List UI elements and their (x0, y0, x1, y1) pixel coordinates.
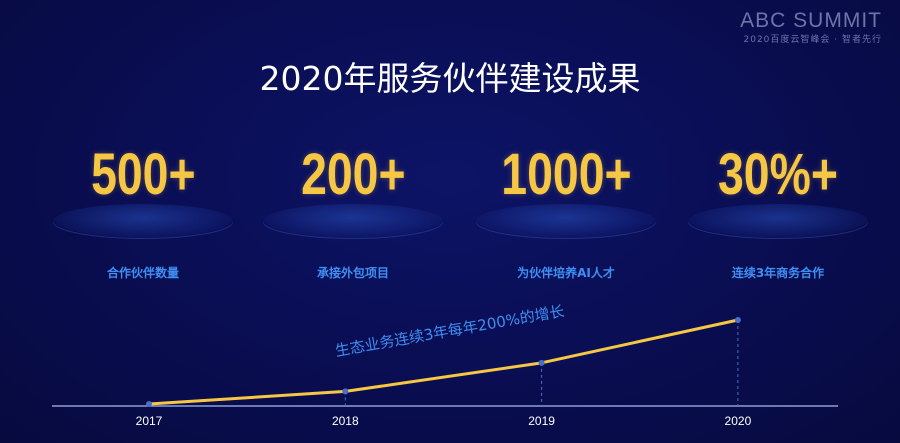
x-tick-label: 2020 (725, 414, 752, 428)
x-tick-label: 2017 (136, 414, 163, 428)
brand-tagline: 2020百度云智峰会 · 智者先行 (743, 35, 882, 45)
stat-label: 承接外包项目 (316, 266, 389, 280)
stat-pedestal (688, 204, 868, 238)
stat-value: 1000+ (500, 142, 632, 207)
x-tick-label: 2018 (332, 414, 359, 428)
series-line (148, 318, 739, 406)
slide-title: 2020年服务伙伴建设成果 (259, 59, 641, 98)
x-tick-label: 2019 (528, 414, 555, 428)
brand-logo: ABC SUMMIT 2020百度云智峰会 · 智者先行 (740, 9, 882, 46)
stat-value: 200+ (300, 142, 406, 207)
stat-talent: 1000+ 为伙伴培养AI人才 (466, 140, 666, 281)
stat-pedestal (476, 204, 656, 238)
data-point (538, 359, 545, 366)
stat-pedestal (263, 204, 443, 238)
data-point (734, 317, 741, 323)
stat-partners: 500+ 合作伙伴数量 (43, 140, 243, 281)
data-point (146, 401, 152, 407)
stat-pedestal (53, 204, 233, 238)
data-point (342, 388, 349, 395)
stat-projects: 200+ 承接外包项目 (253, 140, 453, 281)
stat-value: 30%+ (718, 142, 838, 207)
stat-label: 连续3年商务合作 (731, 266, 825, 280)
stat-cooperation: 30%+ 连续3年商务合作 (678, 140, 878, 281)
brand-name: ABC SUMMIT (740, 9, 882, 32)
stat-value: 500+ (90, 142, 196, 207)
stat-label: 合作伙伴数量 (106, 266, 179, 280)
stat-label: 为伙伴培养AI人才 (517, 266, 615, 280)
